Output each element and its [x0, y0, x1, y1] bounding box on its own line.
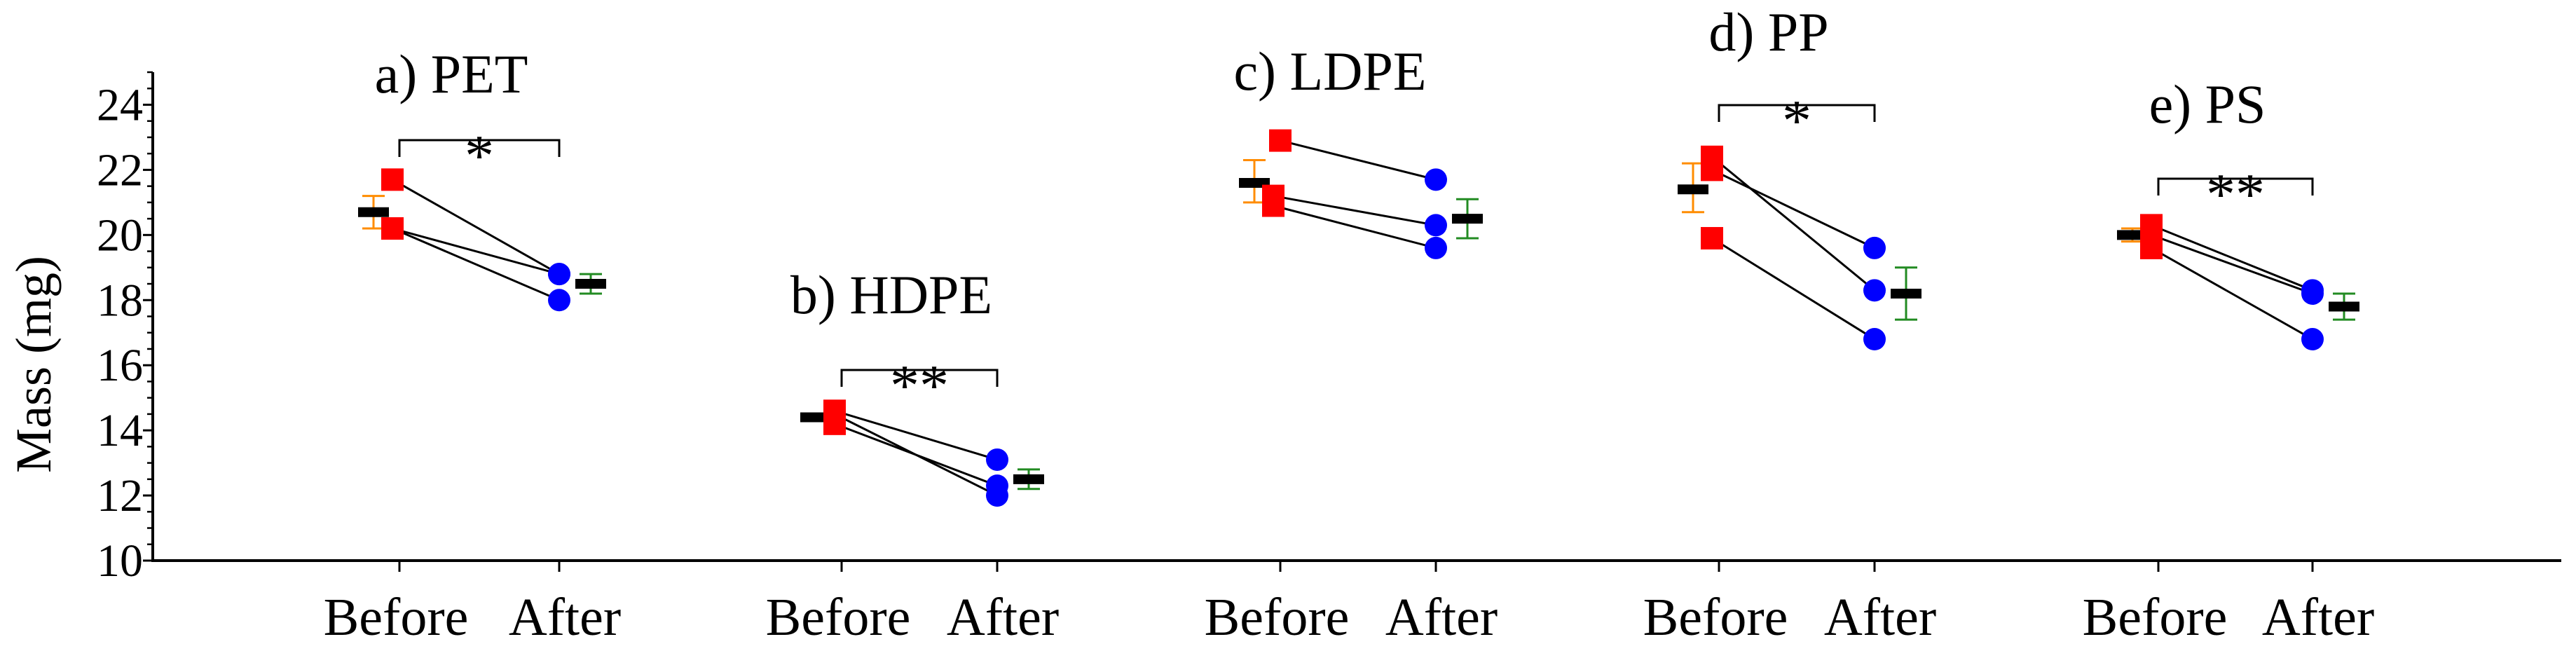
significance-bracket [398, 139, 561, 157]
after-point [1425, 236, 1447, 259]
y-tick-label: 18 [97, 275, 143, 326]
panel-title: b) HDPE [790, 264, 992, 325]
before-point [381, 217, 404, 240]
x-tick-label-after: After [947, 588, 1059, 647]
significance-label: ** [890, 353, 949, 418]
y-tick-label: 16 [97, 340, 143, 391]
panel: Before After d) PP * [1643, 1, 1937, 647]
panel-title: c) LDPE [1233, 41, 1426, 102]
paired-line [1273, 205, 1437, 249]
significance-label: ** [2206, 162, 2265, 227]
y-tick-label: 20 [97, 210, 143, 261]
after-point [1863, 279, 1886, 302]
before-point [823, 402, 846, 425]
x-tick-label-after: After [1824, 588, 1936, 647]
significance-bracket [2157, 177, 2314, 196]
significance-bracket [1718, 104, 1876, 122]
x-tick-label-after: After [509, 588, 621, 647]
paired-line [1711, 169, 1875, 249]
after-point [1425, 168, 1447, 191]
panel: Before After a) PET * [324, 43, 622, 647]
panel-title: e) PS [2149, 74, 2266, 135]
paired-line [1711, 156, 1875, 292]
paired-line [392, 227, 560, 301]
paired-line [392, 227, 560, 275]
after-point [986, 484, 1008, 507]
significance-label: * [465, 123, 494, 189]
significance-bracket [840, 369, 999, 387]
after-point [548, 289, 570, 312]
x-tick-label-before: Before [1643, 588, 1788, 647]
panel: Before After e) PS ** [2083, 74, 2375, 647]
after-point [2301, 328, 2324, 351]
x-tick-label-before: Before [1205, 588, 1350, 647]
panel: Before After b) HDPE ** [766, 264, 1060, 647]
y-tick-label: 10 [97, 535, 143, 587]
after-point [2301, 282, 2324, 305]
after-point [1863, 236, 1886, 259]
after-point [986, 448, 1008, 471]
x-tick-label-after: After [2262, 588, 2374, 647]
before-point [1701, 158, 1723, 181]
y-tick-label: 12 [97, 470, 143, 521]
x-tick-label-after: After [1385, 588, 1498, 647]
paired-line [392, 179, 560, 275]
before-point [381, 168, 404, 191]
paired-line [2151, 233, 2313, 295]
y-axis-label: Mass (mg) [6, 256, 62, 473]
y-tick-label: 14 [97, 405, 143, 456]
x-tick-label-before: Before [324, 588, 469, 647]
after-point [1425, 214, 1447, 237]
paired-line [1273, 195, 1437, 226]
paired-line [2151, 224, 2313, 292]
after-point [1863, 328, 1886, 351]
y-tick-label: 24 [97, 79, 143, 130]
panel: Before After c) LDPE [1205, 41, 1498, 647]
paired-line [834, 413, 998, 497]
x-tick-label-before: Before [2083, 588, 2228, 647]
before-point [1701, 226, 1723, 249]
axes: Mass (mg) [6, 72, 2561, 562]
before-point [1262, 194, 1284, 217]
paired-line [2151, 247, 2313, 341]
paired-line [1711, 237, 1875, 341]
paired-line [834, 409, 998, 461]
paired-line [1280, 139, 1437, 181]
before-point [2140, 236, 2163, 259]
significance-label: * [1782, 88, 1811, 153]
before-point [1269, 129, 1292, 152]
y-tick-label: 22 [97, 144, 143, 196]
after-point [548, 263, 570, 286]
x-tick-label-before: Before [766, 588, 911, 647]
y-ticks: 10 12 14 16 18 20 22 24 [97, 71, 153, 587]
panel-title: d) PP [1708, 1, 1828, 62]
panel-title: a) PET [375, 43, 528, 104]
